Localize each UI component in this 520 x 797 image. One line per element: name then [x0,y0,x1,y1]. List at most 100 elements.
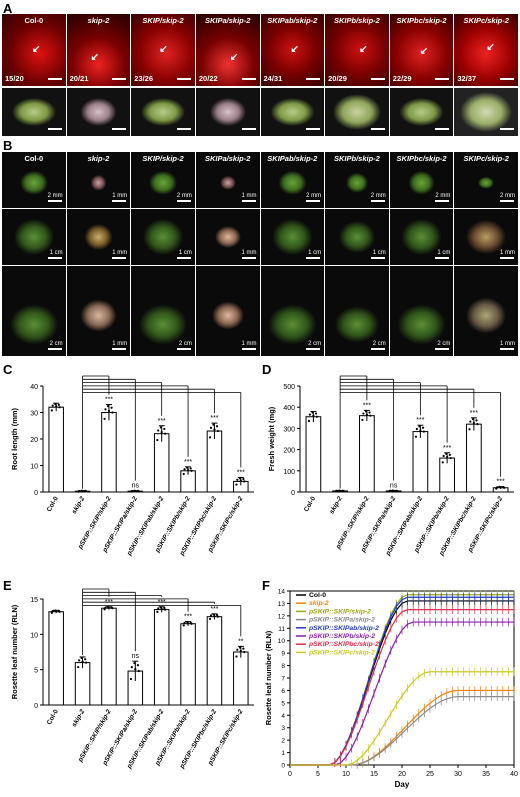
bar [180,623,196,706]
arrow-icon: ↙ [419,46,429,57]
data-point [133,662,136,665]
series-line [290,671,514,766]
confocal-tile: SKIPc/skip-2 ↙ 32/37 [454,14,518,86]
data-point [342,489,345,493]
data-point [216,615,220,618]
y-axis-label: Root length (mm) [10,407,19,470]
y-tick-label: 3 [281,725,285,732]
scale-text: 2 mm [176,193,192,199]
arrow-icon: ↙ [90,52,100,63]
bar [48,611,64,706]
data-point [208,436,212,439]
x-tick-label: 0 [288,771,292,778]
significance-label: *** [470,410,478,417]
scale-text: 2 mm [435,193,451,199]
bar [101,607,117,706]
seedling-tile: SKIPbc/skip-2 2 mm [389,152,454,208]
data-point [396,489,399,493]
scale-text: 1 mm [500,341,515,347]
data-point [307,419,311,423]
data-point [110,406,113,409]
panel-b-row3: 2 cm 1 mm 2 cm 1 mm 2 cm 2 cm 2 cm 1 mm [2,266,518,356]
scale-bar [500,200,514,202]
rosette-tile: 1 mm [454,209,518,265]
data-point [212,613,215,616]
bar [48,406,64,493]
data-point [215,613,219,617]
data-point [212,423,215,426]
data-point [157,607,160,610]
data-point [183,468,186,471]
scale-bar [241,257,256,259]
adult-plant-tile: 2 cm [131,266,195,356]
scale-text: 2 mm [47,193,63,199]
scale-text: 1 cm [308,250,322,256]
data-point [476,423,479,426]
y-tick-label: 1 [281,750,285,757]
arrow-icon: ↙ [159,44,168,55]
scale-text: 2 mm [370,193,386,199]
ratio-label: 20/21 [69,74,89,83]
genotype-label: SKIP/skip-2 [142,154,184,163]
seedling-tile: SKIPa/skip-2 1 mm [195,152,260,208]
scale-bar [112,78,127,80]
data-point [215,425,219,428]
genotype-label: SKIPbc/skip-2 [396,154,447,163]
adult-plant-tile: 2 cm [2,266,66,356]
scale-bar [435,200,450,202]
x-tick-label: Col-0 [46,495,60,513]
scale-bar [176,200,191,202]
adult-plant-tile: 2 cm [260,266,325,356]
ratio-label: 20/29 [328,74,347,83]
scale-bar [306,257,321,259]
bar [206,616,223,706]
scale-bar [176,78,191,80]
scale-text: 2 cm [308,341,322,347]
legend-entry: Col-0 [309,592,326,599]
x-tick-label: 25 [426,771,434,778]
ratio-label: 22/29 [392,74,412,83]
meristem-tile [2,88,66,136]
y-tick-label: 20 [30,437,38,444]
significance-label: *** [416,417,424,424]
genotype-label: SKIP/skip-2 [142,16,184,25]
ratio-label: 32/37 [457,74,477,83]
scale-bar [435,78,450,80]
x-tick-label: 15 [370,771,378,778]
legend-entry: pSKIP::SKIPc/skip-2 [308,649,375,656]
y-tick-label: 12 [278,613,286,620]
scale-bar [370,348,385,350]
significance-label: *** [184,614,192,621]
data-point [104,606,107,609]
meristem-tile [260,88,325,136]
bar [233,651,249,706]
y-tick-label: 200 [283,448,295,455]
meristem-tile [389,88,454,136]
data-point [156,610,159,613]
data-point [239,649,242,652]
data-point [77,659,81,662]
y-tick-label: 14 [278,589,286,596]
data-point [163,427,166,431]
fresh-weight-chart: 0 100 200 300 400 500 Fresh weight (mg) Col-0 sk… [267,375,514,558]
data-point [111,411,114,414]
significance-label: *** [497,479,505,486]
data-point [235,483,238,486]
confocal-tile: SKIPa/skip-2 ↙ 20/22 [195,14,260,86]
data-point [107,606,111,610]
scale-bar [306,128,321,130]
rosette-tile: 1 cm [131,209,195,265]
data-point [134,668,137,671]
scale-bar [370,200,385,202]
y-tick-label: 30 [30,411,38,418]
significance-label: *** [184,459,192,466]
y-tick-label: 11 [278,626,285,633]
data-point [164,608,167,611]
rosette-tile: 1 cm [260,209,325,265]
bar [206,430,223,493]
adult-plant-tile: 2 cm [389,266,454,356]
bar [101,412,117,493]
data-point [58,610,61,613]
data-point [239,479,242,482]
x-tick-label: skip-2 [71,495,87,515]
